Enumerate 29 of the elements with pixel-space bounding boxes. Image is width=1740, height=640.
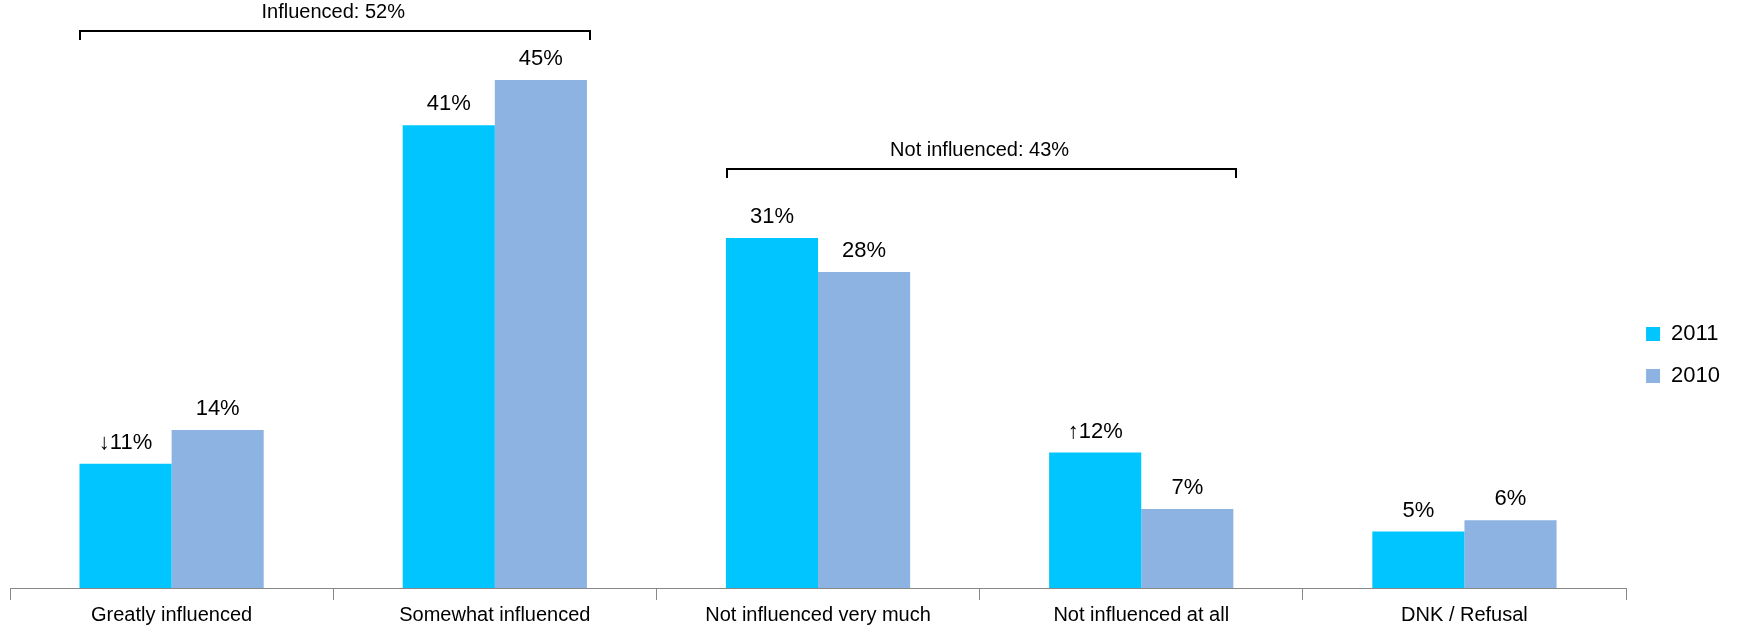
- data-label: 28%: [842, 236, 887, 262]
- bar: [402, 125, 495, 588]
- bar: [1464, 520, 1557, 588]
- bar: [725, 238, 819, 588]
- bar: [1372, 531, 1465, 588]
- bar: [79, 463, 172, 588]
- data-label: 5%: [1402, 496, 1435, 522]
- legend-label: 2011: [1671, 320, 1719, 346]
- bar: [494, 80, 587, 588]
- bar: [171, 429, 264, 588]
- data-label: 14%: [195, 395, 240, 421]
- bar: [1049, 452, 1142, 588]
- bar: [1141, 508, 1234, 588]
- annotation: Not influenced: 43%: [890, 138, 1070, 162]
- bar: [818, 271, 911, 588]
- x-tick-label: Not influenced very much: [705, 602, 931, 625]
- data-label: 31%: [749, 203, 794, 229]
- x-tick-label: Somewhat influenced: [399, 602, 591, 625]
- x-tick-label: Not influenced at all: [1053, 602, 1230, 625]
- data-label: 45%: [518, 45, 563, 71]
- data-label: 6%: [1494, 485, 1527, 511]
- data-label: 41%: [426, 90, 471, 116]
- data-label: ↑12%: [1067, 417, 1123, 443]
- legend-label: 2010: [1671, 362, 1721, 388]
- x-tick-label: DNK / Refusal: [1401, 602, 1528, 625]
- text: Influenced: 52%: [261, 0, 405, 23]
- x-tick-label: Greatly influenced: [91, 602, 253, 625]
- data-label: 7%: [1171, 474, 1204, 500]
- data-label: ↓11%: [98, 428, 153, 454]
